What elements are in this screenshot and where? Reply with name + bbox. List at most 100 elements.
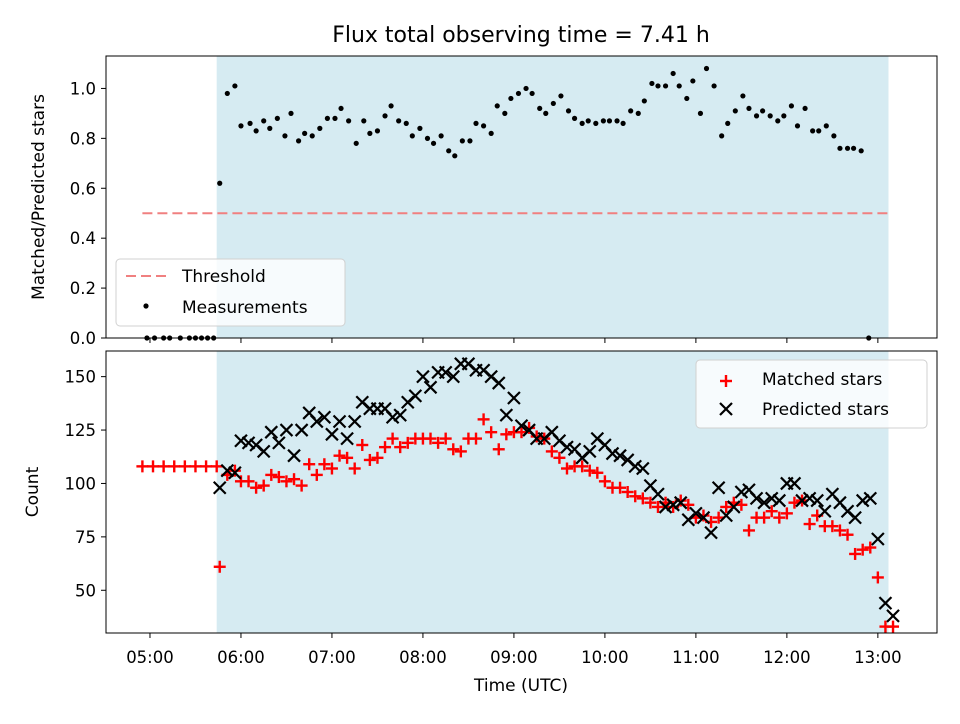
predicted-point [772, 493, 787, 508]
measurement-point [620, 120, 626, 126]
measurement-point [543, 110, 549, 116]
measurement-point [452, 153, 458, 159]
matched-point [500, 428, 513, 441]
matched-point [583, 464, 596, 477]
matched-point [485, 426, 498, 439]
chart-title: Flux total observing time = 7.41 h [332, 23, 710, 48]
measurement-point [282, 133, 288, 139]
matched-point [629, 490, 642, 503]
matched-point [576, 460, 589, 473]
matched-point [841, 528, 854, 541]
measurement-point [232, 83, 238, 89]
measurement-point [802, 105, 808, 112]
measurement-point [703, 65, 710, 72]
legend-matched-label: Matched stars [762, 370, 882, 390]
predicted-point [818, 504, 832, 519]
measurement-point [649, 80, 655, 87]
measurement-point [740, 93, 746, 99]
predicted-point [499, 408, 514, 422]
matched-point [553, 451, 566, 464]
predicted-point [256, 444, 271, 459]
predicted-point [347, 414, 362, 429]
measurement-point [338, 105, 344, 112]
measurement-point [430, 140, 437, 146]
measurement-point [662, 83, 669, 89]
measurement-point [288, 110, 294, 116]
matched-point [356, 439, 369, 451]
measurement-point [810, 128, 816, 134]
matched-point [871, 571, 884, 584]
predicted-point [696, 510, 711, 525]
predicted-point [711, 480, 726, 495]
top-y-tick-label: 0.2 [70, 279, 96, 298]
matched-point [492, 443, 505, 456]
measurement-point [488, 130, 494, 136]
measurement-point [388, 103, 394, 109]
matched-point [401, 436, 414, 449]
predicted-point [491, 376, 506, 390]
measurement-point [324, 115, 330, 121]
matched-point [288, 473, 301, 486]
measurement-point [606, 118, 613, 124]
measurement-point [788, 103, 795, 109]
measurement-point [353, 140, 359, 146]
matched-point [265, 468, 278, 481]
x-tick-label: 09:00 [490, 648, 538, 667]
predicted-point [332, 414, 347, 429]
top-axes-frame [105, 55, 938, 339]
predicted-point [423, 380, 438, 395]
predicted-point [878, 596, 893, 610]
matched-point [228, 464, 241, 477]
measurement-point [684, 95, 690, 102]
measurement-point [523, 85, 529, 92]
measurement-point [831, 133, 837, 139]
legend-threshold-label: Threshold [181, 267, 266, 287]
matched-point [178, 460, 191, 473]
measurement-point [438, 133, 444, 139]
predicted-point [514, 418, 529, 433]
measurement-point [670, 70, 676, 77]
measurement-point [261, 118, 267, 124]
top-legend: Threshold Measurements [115, 258, 346, 327]
matched-point [318, 458, 331, 471]
bottom-x-axis-ticks: 05:00 06:00 07:00 08:00 09:00 10:00 11:00 12:00… [126, 633, 902, 667]
measurements-series [144, 65, 872, 341]
measurement-point [837, 145, 843, 151]
measurement-point [346, 118, 352, 124]
count-panel: 50 75 100 125 150 05:00 06:00 07:00 08:00 09:00 1… [23, 350, 938, 696]
matched-point [272, 471, 285, 484]
measurement-point [732, 108, 738, 114]
predicted-point [438, 365, 453, 380]
predicted-point [810, 493, 824, 508]
measurement-point [317, 125, 323, 131]
measurement-point [302, 130, 308, 136]
predicted-point [446, 369, 461, 384]
measurement-point [585, 118, 591, 124]
predicted-point [673, 495, 688, 510]
measurement-point [746, 105, 752, 112]
matched-point [280, 475, 293, 488]
predicted-point [325, 427, 339, 442]
predicted-point [689, 506, 703, 521]
legend-matched-swatch [720, 375, 732, 387]
predicted-point [848, 510, 862, 525]
matched-point [887, 620, 900, 633]
measurement-point [635, 110, 641, 116]
measurement-point [850, 145, 857, 151]
measurement-point [614, 118, 620, 124]
matched-point [136, 460, 149, 473]
predicted-point [340, 431, 354, 446]
matched-point [424, 432, 437, 445]
measurement-point [676, 83, 682, 89]
measurement-point [382, 113, 388, 119]
matched-point [803, 518, 816, 531]
measurement-point [267, 125, 273, 131]
bottom-axes-frame [105, 350, 938, 634]
matched-point [773, 511, 786, 524]
bottom-y-tick-label: 100 [65, 474, 97, 493]
top-y-tick-label: 0.4 [70, 229, 96, 248]
measurement-point [274, 115, 280, 121]
matched-point [325, 462, 338, 475]
measurement-point [367, 130, 373, 136]
